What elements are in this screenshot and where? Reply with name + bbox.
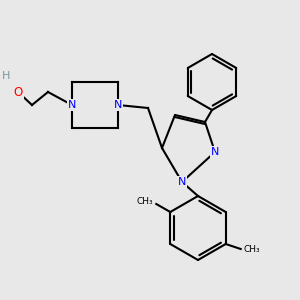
Text: N: N <box>211 147 219 157</box>
Text: CH₃: CH₃ <box>244 245 260 254</box>
Text: N: N <box>114 100 122 110</box>
Text: CH₃: CH₃ <box>137 197 153 206</box>
Text: H: H <box>2 71 10 81</box>
Text: N: N <box>178 177 186 187</box>
Text: O: O <box>14 85 22 98</box>
Text: N: N <box>68 100 76 110</box>
